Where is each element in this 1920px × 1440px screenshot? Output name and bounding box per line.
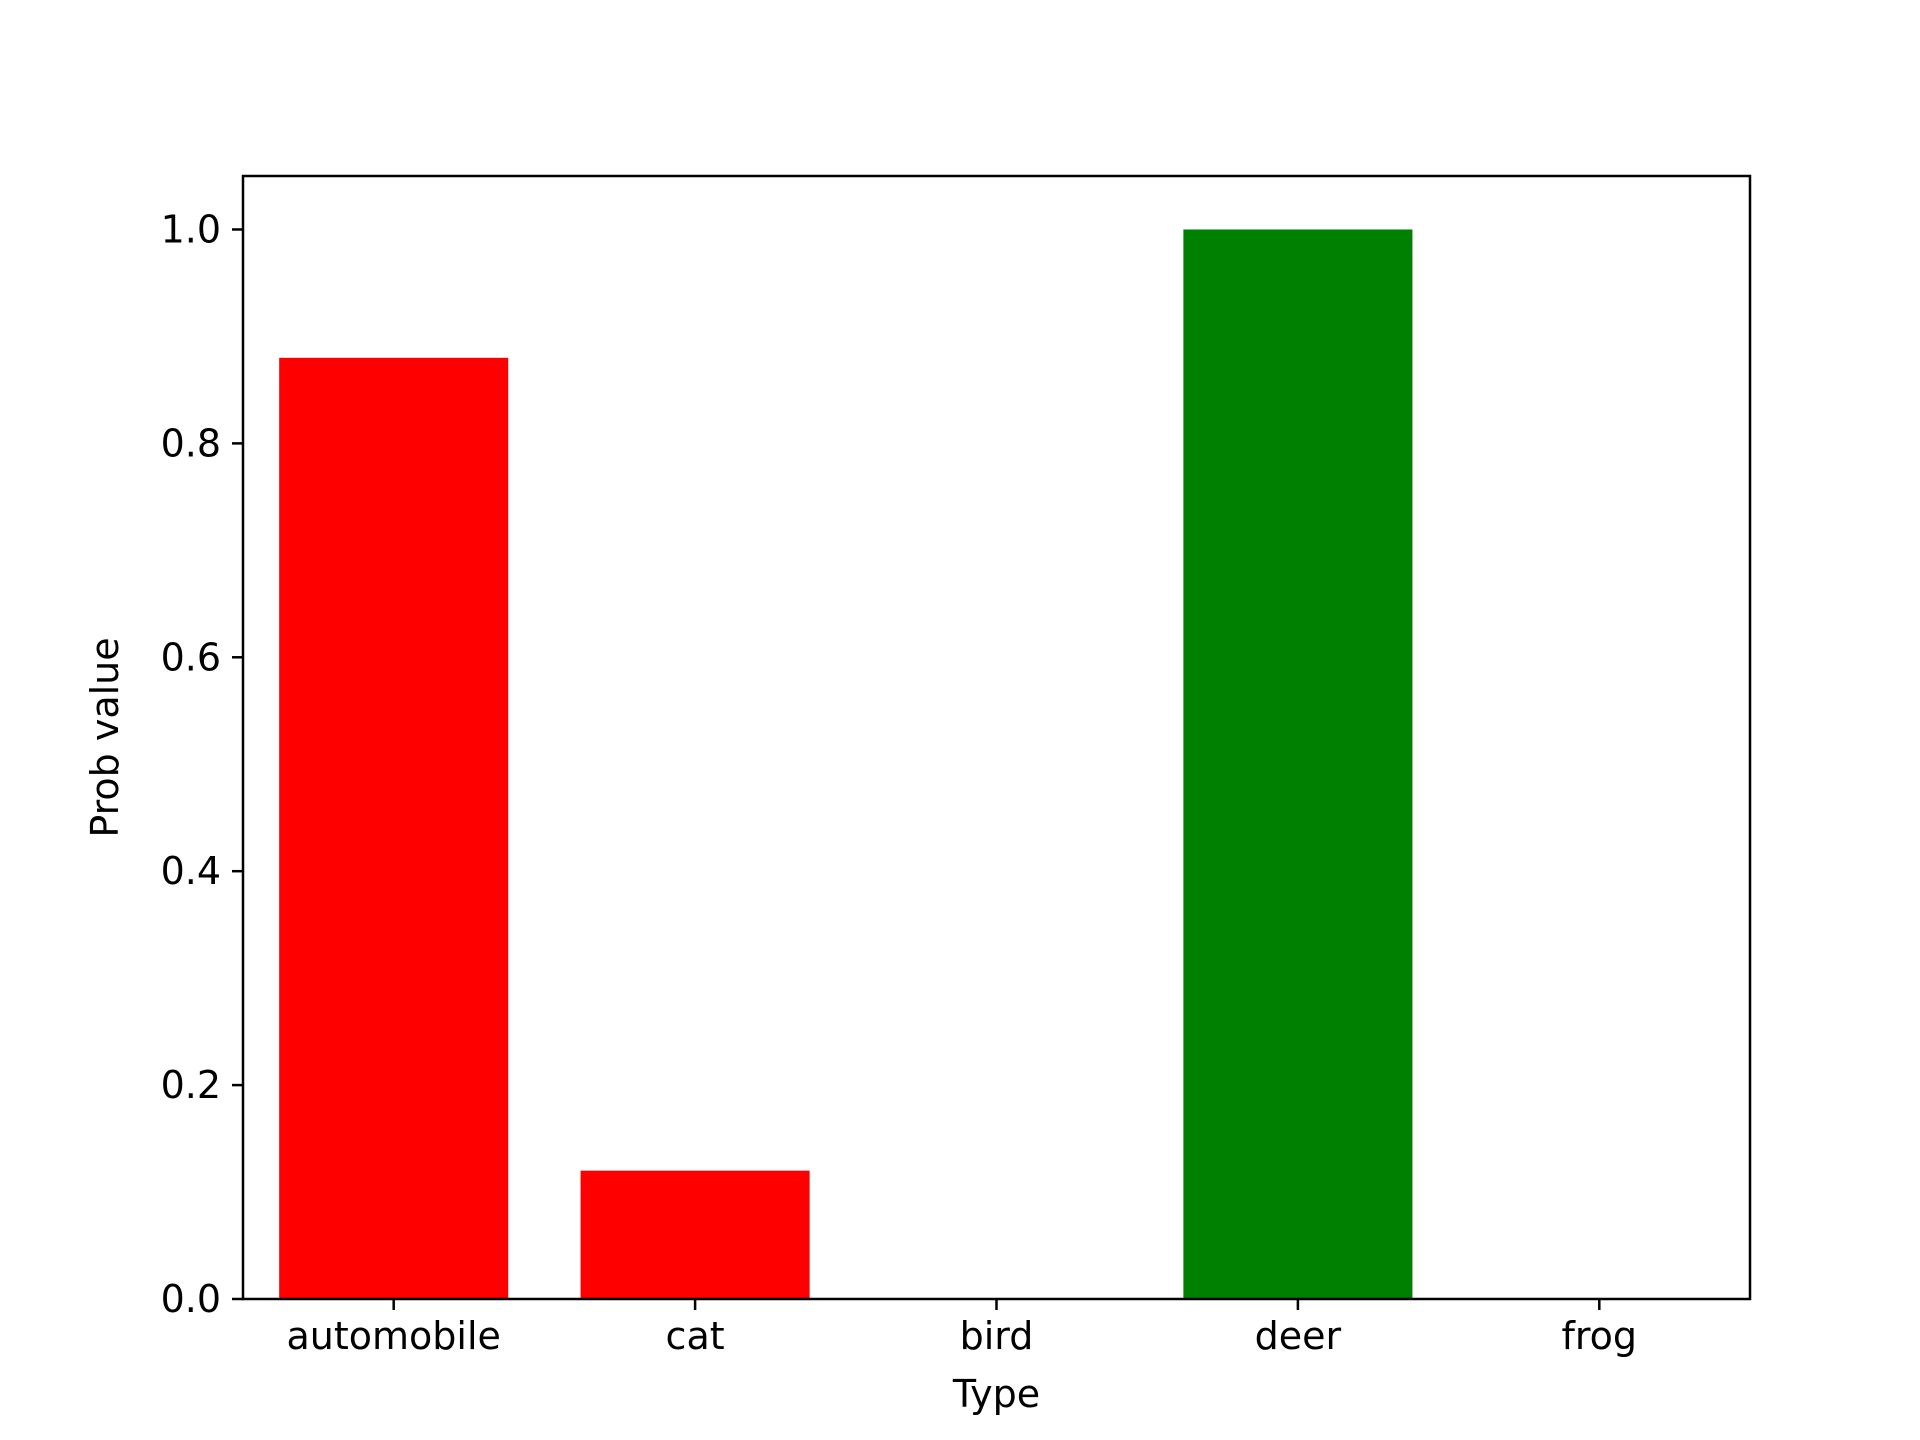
x-tick-label: deer [1255, 1314, 1342, 1358]
y-axis-ticks: 0.0 0.2 0.4 0.6 0.8 1.0 [161, 207, 243, 1321]
bar-cat [580, 1170, 810, 1299]
x-tick-label: cat [666, 1314, 725, 1358]
y-tick-label: 0.6 [161, 635, 221, 679]
y-tick-label: 0.4 [161, 849, 221, 893]
bar-automobile [279, 357, 509, 1299]
y-tick-label: 0.8 [161, 421, 221, 465]
y-axis-label: Prob value [83, 637, 127, 837]
x-tick-label: frog [1562, 1314, 1638, 1358]
bar-deer [1183, 229, 1413, 1300]
x-axis-ticks: automobile cat bird deer frog [286, 1299, 1637, 1358]
bars-group [279, 229, 1413, 1300]
y-tick-label: 0.2 [161, 1063, 221, 1107]
y-tick-label: 1.0 [161, 207, 221, 251]
x-axis-label: Type [952, 1372, 1040, 1416]
x-tick-label: bird [960, 1314, 1034, 1358]
y-tick-label: 0.0 [161, 1277, 221, 1321]
x-tick-label: automobile [286, 1314, 500, 1358]
